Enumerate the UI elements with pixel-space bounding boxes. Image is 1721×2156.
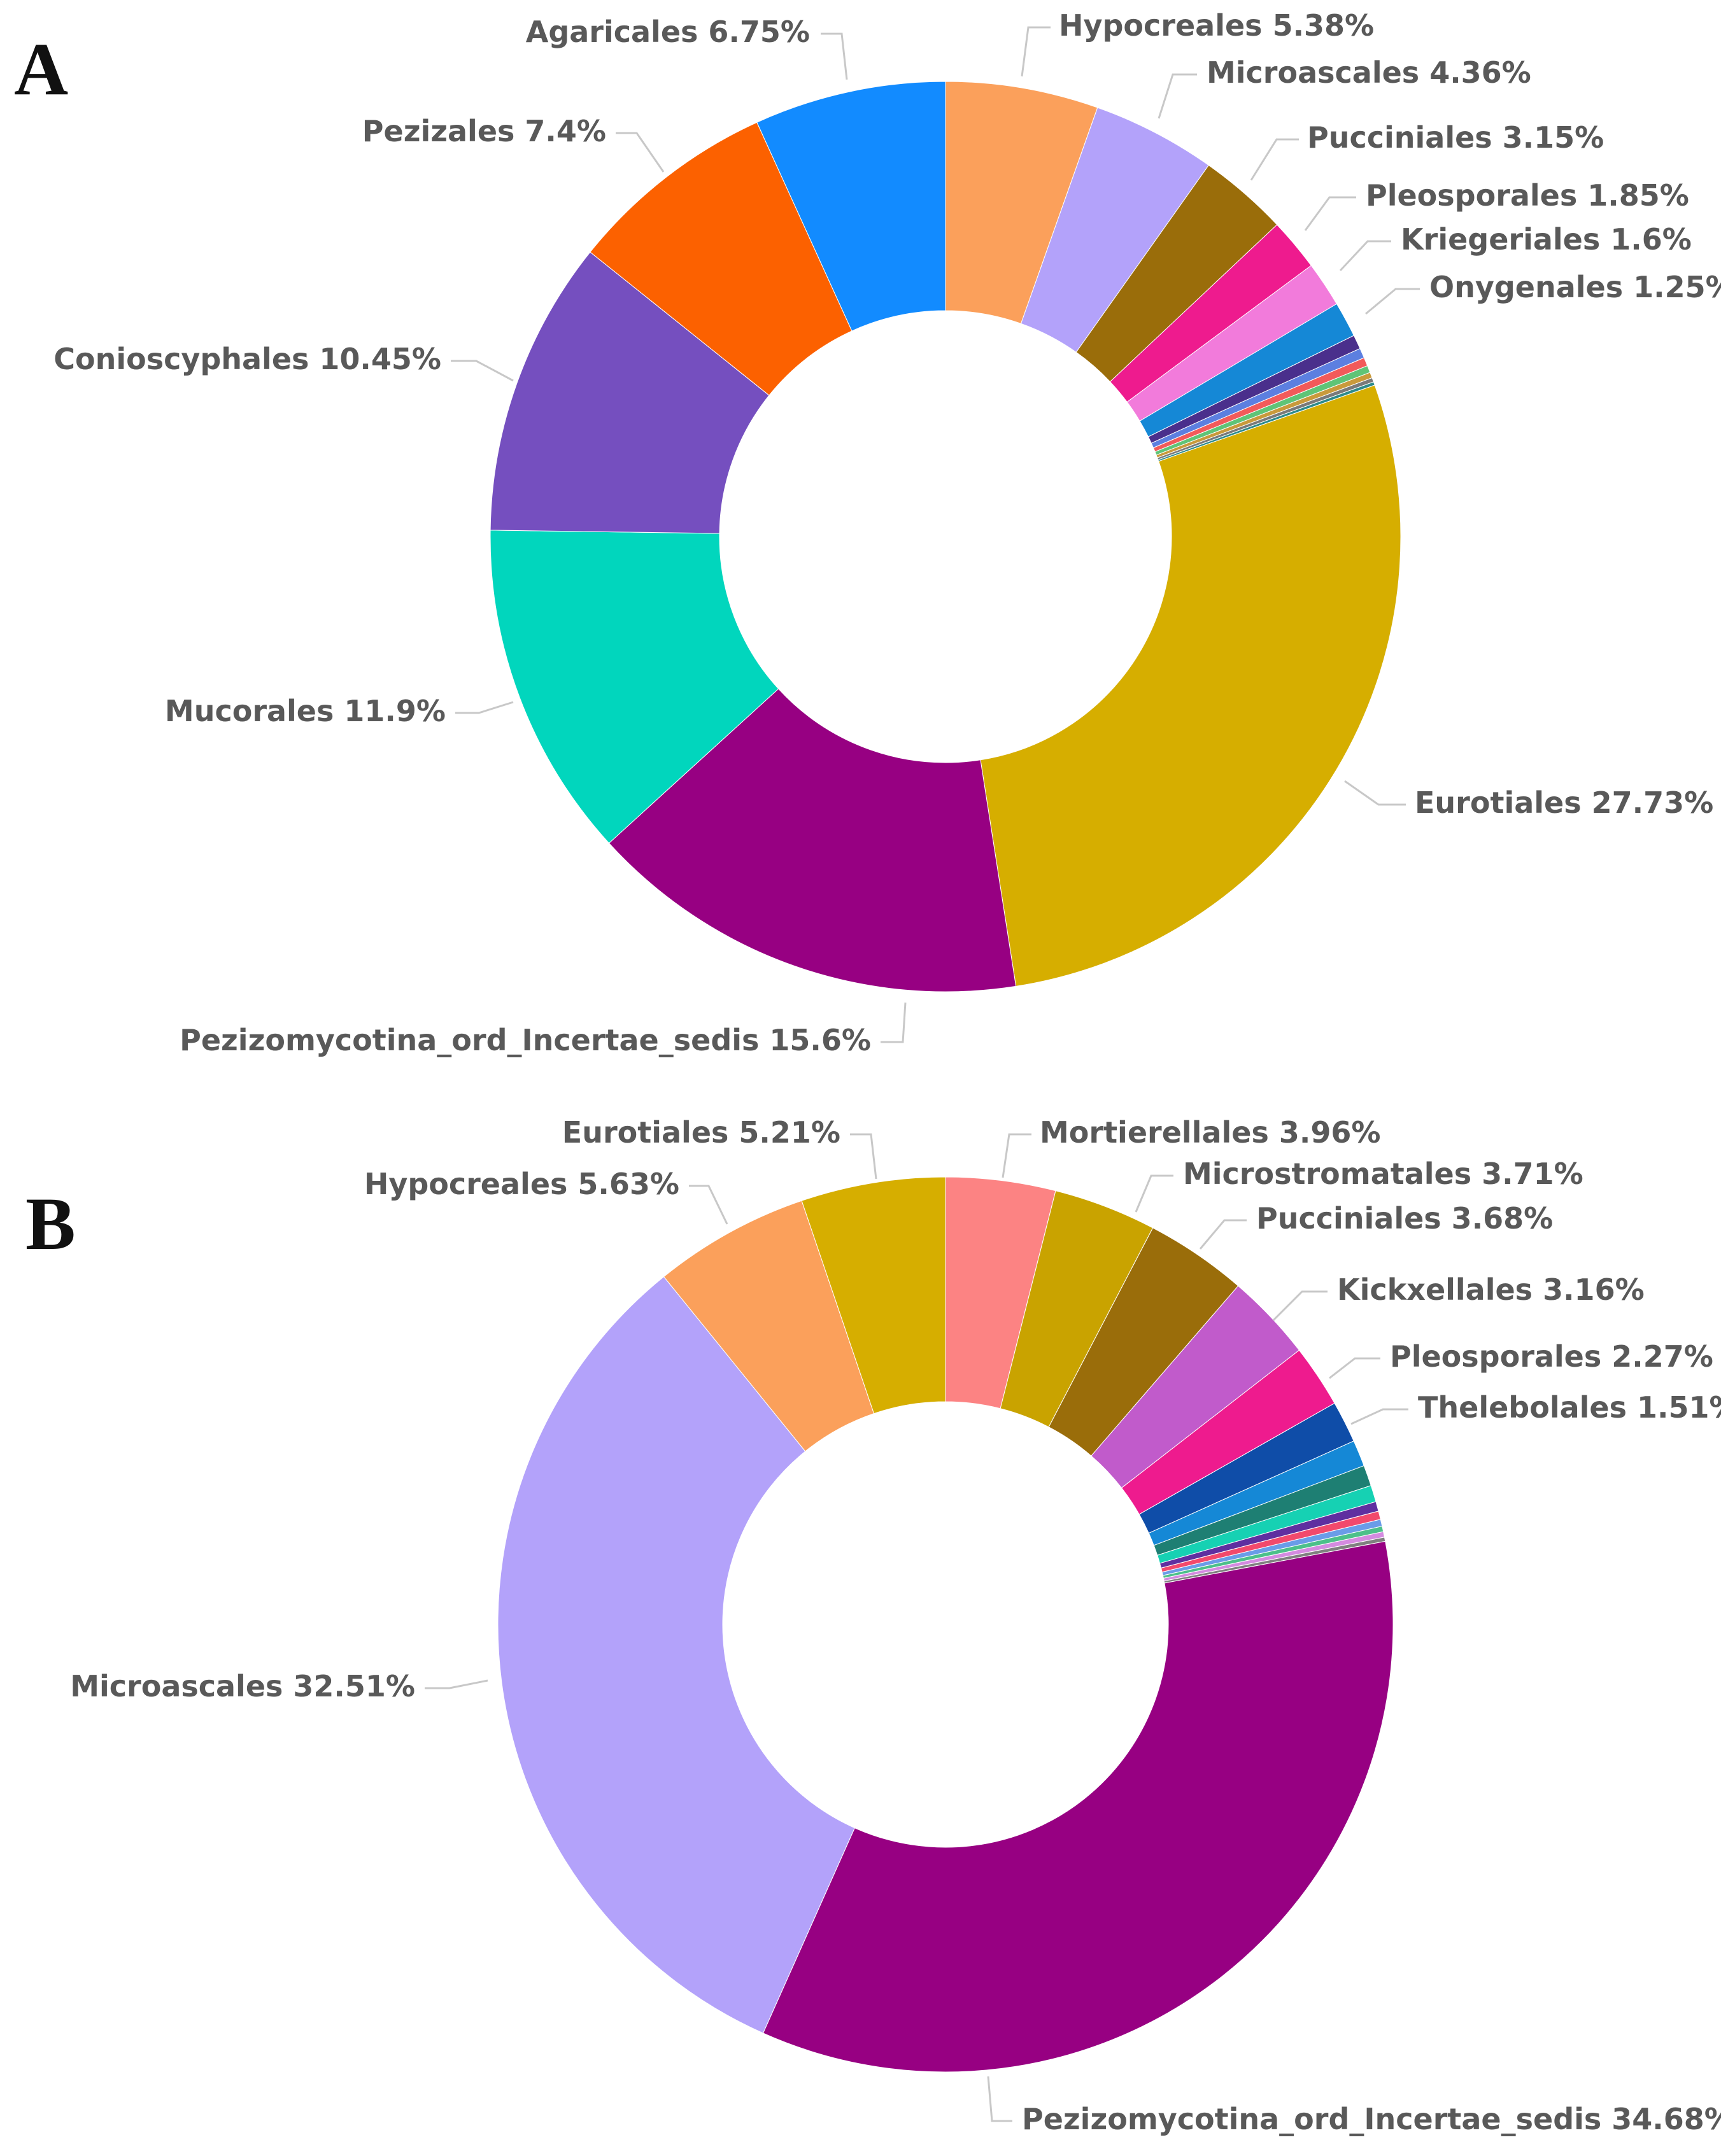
donut-chart-b: Mortierellales 3.96% Microstromatales 3.7…: [70, 1115, 1721, 2136]
label-eurotiales: Eurotiales 5.21%: [562, 1115, 840, 1150]
label-microstromatales: Microstromatales 3.71%: [1183, 1157, 1583, 1191]
slice-pezizomycotina-ord-incertae-sedis: [762, 1540, 1394, 2073]
label-pucciniales: Pucciniales 3.68%: [1256, 1201, 1553, 1236]
label-conioscyphales: Conioscyphales 10.45%: [53, 342, 441, 376]
label-mucorales: Mucorales 11.9%: [165, 694, 446, 728]
label-onygenales: Onygenales 1.25%: [1429, 270, 1721, 304]
slice-eurotiales: [801, 1176, 946, 1414]
leader-line-pucciniales: [1199, 1219, 1247, 1250]
label-hypocreales: Hypocreales 5.38%: [1059, 8, 1374, 43]
leader-line-kickxellales: [1272, 1290, 1328, 1321]
leader-line-mortierellales: [1002, 1133, 1031, 1178]
panel-letter-b: B: [25, 1182, 76, 1265]
label-pezizales: Pezizales 7.4%: [362, 114, 606, 148]
label-pucciniales: Pucciniales 3.15%: [1307, 120, 1604, 155]
leader-line-pleosporales: [1304, 196, 1356, 231]
leader-line-conioscyphales: [451, 360, 514, 382]
slice-microascales: [497, 1276, 856, 2034]
label-agaricales: Agaricales 6.75%: [526, 15, 810, 49]
leader-line-pezizomycotina-ord-incertae-sedis: [881, 1002, 907, 1043]
label-pleosporales: Pleosporales 1.85%: [1366, 178, 1689, 213]
leader-line-kriegeriales: [1339, 240, 1391, 272]
leader-line-mucorales: [455, 701, 514, 714]
leader-line-pezizomycotina-ord-incertae-sedis: [987, 2076, 1012, 2122]
label-microascales: Microascales 4.36%: [1207, 55, 1531, 90]
leader-line-eurotiales: [850, 1133, 877, 1180]
label-pezizomycotina-ord-incertae-sedis: Pezizomycotina_ord_Incertae_sedis 34.68%: [1022, 2102, 1721, 2136]
leader-line-microascales: [1158, 73, 1197, 119]
leader-line-pleosporales: [1329, 1357, 1380, 1379]
slice-conioscyphales: [490, 251, 770, 534]
label-thelebolales: Thelebolales 1.51%: [1418, 1390, 1721, 1425]
leader-line-microascales: [425, 1679, 488, 1689]
leader-line-eurotiales: [1344, 780, 1406, 806]
donut-chart-a: Hypocreales 5.38% Microascales 4.36% Pucci…: [53, 8, 1721, 1057]
leader-line-agaricales: [821, 32, 848, 80]
leader-line-hypocreales: [689, 1185, 728, 1225]
slice-pezizomycotina-ord-incertae-sedis: [608, 688, 1017, 992]
label-pezizomycotina-ord-incertae-sedis: Pezizomycotina_ord_Incertae_sedis 15.6%: [180, 1023, 871, 1057]
label-mortierellales: Mortierellales 3.96%: [1040, 1115, 1380, 1150]
leader-line-pucciniales: [1250, 138, 1299, 181]
label-kickxellales: Kickxellales 3.16%: [1337, 1272, 1645, 1307]
leader-line-microstromatales: [1135, 1174, 1173, 1213]
label-eurotiales: Eurotiales 27.73%: [1415, 786, 1713, 820]
leader-line-onygenales: [1365, 288, 1420, 315]
label-pleosporales: Pleosporales 2.27%: [1390, 1339, 1713, 1374]
label-hypocreales: Hypocreales 5.63%: [364, 1167, 679, 1201]
slice-mucorales: [490, 530, 779, 844]
label-microascales: Microascales 32.51%: [70, 1669, 415, 1703]
label-kriegeriales: Kriegeriales 1.6%: [1401, 222, 1692, 257]
slice-eurotiales: [980, 384, 1401, 987]
leader-line-hypocreales: [1021, 26, 1051, 77]
slice-pezizales: [590, 122, 853, 396]
panel-letter-a: A: [14, 27, 68, 111]
slice-agaricales: [756, 81, 946, 332]
leader-line-thelebolales: [1350, 1408, 1408, 1425]
leader-line-pezizales: [616, 132, 665, 173]
